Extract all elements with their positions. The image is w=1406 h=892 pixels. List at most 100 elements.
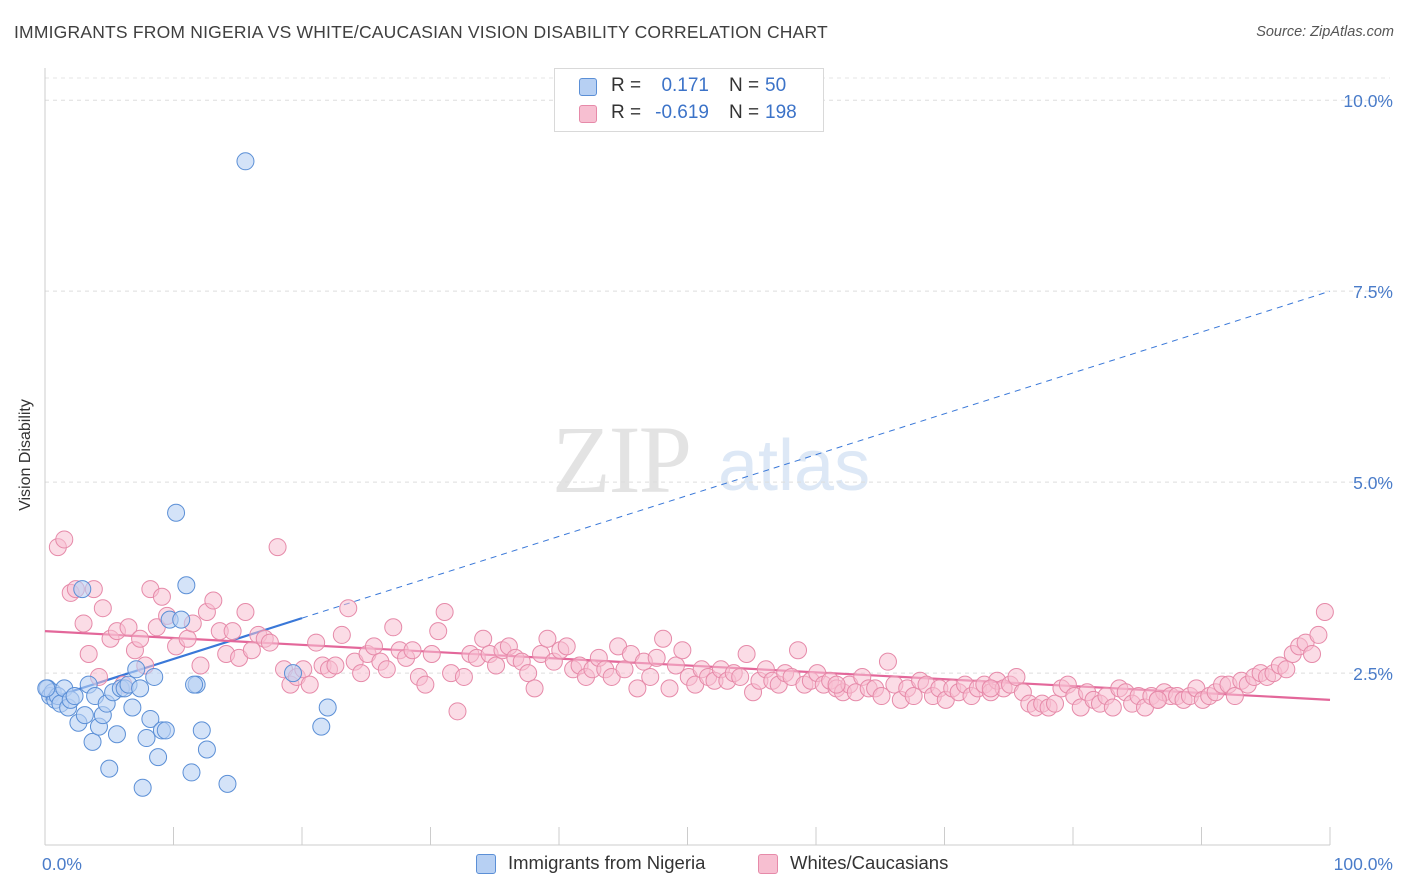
point-whites: [1103, 698, 1122, 717]
legend-r-label: R =: [611, 102, 642, 123]
point-whites: [615, 660, 634, 679]
legend-swatch-blue: [579, 78, 597, 96]
point-whites: [1225, 687, 1244, 706]
legend: R = 0.171 N = 50 R = -0.619 N = 198: [554, 68, 824, 132]
legend-n-value: 50: [765, 75, 787, 96]
point-nigeria: [83, 732, 102, 751]
legend-n-label: N =: [729, 75, 760, 96]
point-whites: [981, 679, 1000, 698]
point-nigeria: [149, 748, 168, 767]
legend-r-value: 0.171: [661, 75, 709, 96]
point-whites: [827, 675, 846, 694]
point-nigeria: [284, 664, 303, 683]
trend-line-nigeria-dashed: [301, 290, 1331, 619]
bottom-legend-swatch-pink: [758, 854, 778, 874]
point-nigeria: [145, 667, 164, 686]
point-whites: [1046, 694, 1065, 713]
point-nigeria: [318, 698, 337, 717]
point-whites: [377, 660, 396, 679]
point-whites: [300, 675, 319, 694]
point-whites: [789, 641, 808, 660]
point-whites: [326, 656, 345, 675]
point-whites: [538, 629, 557, 648]
point-nigeria: [156, 721, 175, 740]
legend-row-whites: R = -0.619 N = 198: [555, 101, 823, 127]
y-tick-label: 10.0%: [1343, 91, 1393, 111]
points-nigeria: [37, 152, 337, 797]
point-nigeria: [312, 717, 331, 736]
y-tick-label: 5.0%: [1353, 473, 1393, 493]
points-whites: [48, 530, 1334, 721]
point-whites: [364, 637, 383, 656]
bottom-legend-swatch-blue: [476, 854, 496, 874]
point-whites: [525, 679, 544, 698]
point-whites: [260, 633, 279, 652]
point-nigeria: [37, 679, 56, 698]
point-nigeria: [141, 709, 160, 728]
point-nigeria: [218, 774, 237, 793]
point-whites: [236, 603, 255, 622]
legend-row-nigeria: R = 0.171 N = 50: [555, 74, 823, 100]
point-whites: [474, 629, 493, 648]
watermark-atlas: atlas: [718, 426, 870, 506]
point-whites: [1315, 603, 1334, 622]
point-whites: [204, 591, 223, 610]
point-nigeria: [167, 503, 186, 522]
point-nigeria: [177, 576, 196, 595]
point-nigeria: [185, 675, 204, 694]
point-nigeria: [73, 580, 92, 599]
point-whites: [74, 614, 93, 633]
point-nigeria: [137, 729, 156, 748]
point-whites: [119, 618, 138, 637]
point-nigeria: [133, 778, 152, 797]
point-whites: [403, 641, 422, 660]
point-nigeria: [131, 679, 150, 698]
point-whites: [152, 587, 171, 606]
point-whites: [666, 656, 685, 675]
bottom-legend-label: Whites/Caucasians: [790, 852, 949, 873]
point-whites: [872, 687, 891, 706]
watermark-zip: ZIP: [552, 406, 690, 513]
point-whites: [131, 629, 150, 648]
point-nigeria: [75, 706, 94, 725]
point-whites: [242, 641, 261, 660]
point-whites: [332, 625, 351, 644]
point-whites: [654, 629, 673, 648]
point-nigeria: [100, 759, 119, 778]
point-whites: [454, 667, 473, 686]
point-whites: [422, 645, 441, 664]
point-whites: [628, 679, 647, 698]
chart-title: IMMIGRANTS FROM NIGERIA VS WHITE/CAUCASI…: [14, 22, 828, 42]
point-whites: [641, 667, 660, 686]
point-whites: [223, 622, 242, 641]
point-whites: [416, 675, 435, 694]
legend-r-label: R =: [611, 75, 642, 96]
point-nigeria: [172, 610, 191, 629]
point-whites: [487, 656, 506, 675]
point-whites: [519, 664, 538, 683]
point-whites: [93, 599, 112, 618]
point-whites: [647, 648, 666, 667]
y-tick-label: 2.5%: [1353, 664, 1393, 684]
point-whites: [384, 618, 403, 637]
point-whites: [1007, 667, 1026, 686]
point-whites: [429, 622, 448, 641]
point-nigeria: [127, 660, 146, 679]
watermark: ZIP atlas: [552, 406, 870, 513]
legend-swatch-pink: [579, 105, 597, 123]
legend-n-value: 198: [765, 102, 797, 123]
point-nigeria: [192, 721, 211, 740]
point-whites: [268, 538, 287, 557]
point-whites: [557, 637, 576, 656]
legend-r-value: -0.619: [655, 102, 709, 123]
point-whites: [673, 641, 692, 660]
point-nigeria: [123, 698, 142, 717]
point-whites: [307, 633, 326, 652]
source-label: Source: ZipAtlas.com: [1256, 24, 1394, 40]
tick-labels: 2.5% 5.0% 7.5% 10.0% 0.0% 100.0%: [42, 91, 1393, 874]
point-whites: [79, 645, 98, 664]
point-whites: [1148, 690, 1167, 709]
y-tick-label: 7.5%: [1353, 282, 1393, 302]
point-nigeria: [65, 687, 84, 706]
point-whites: [339, 599, 358, 618]
